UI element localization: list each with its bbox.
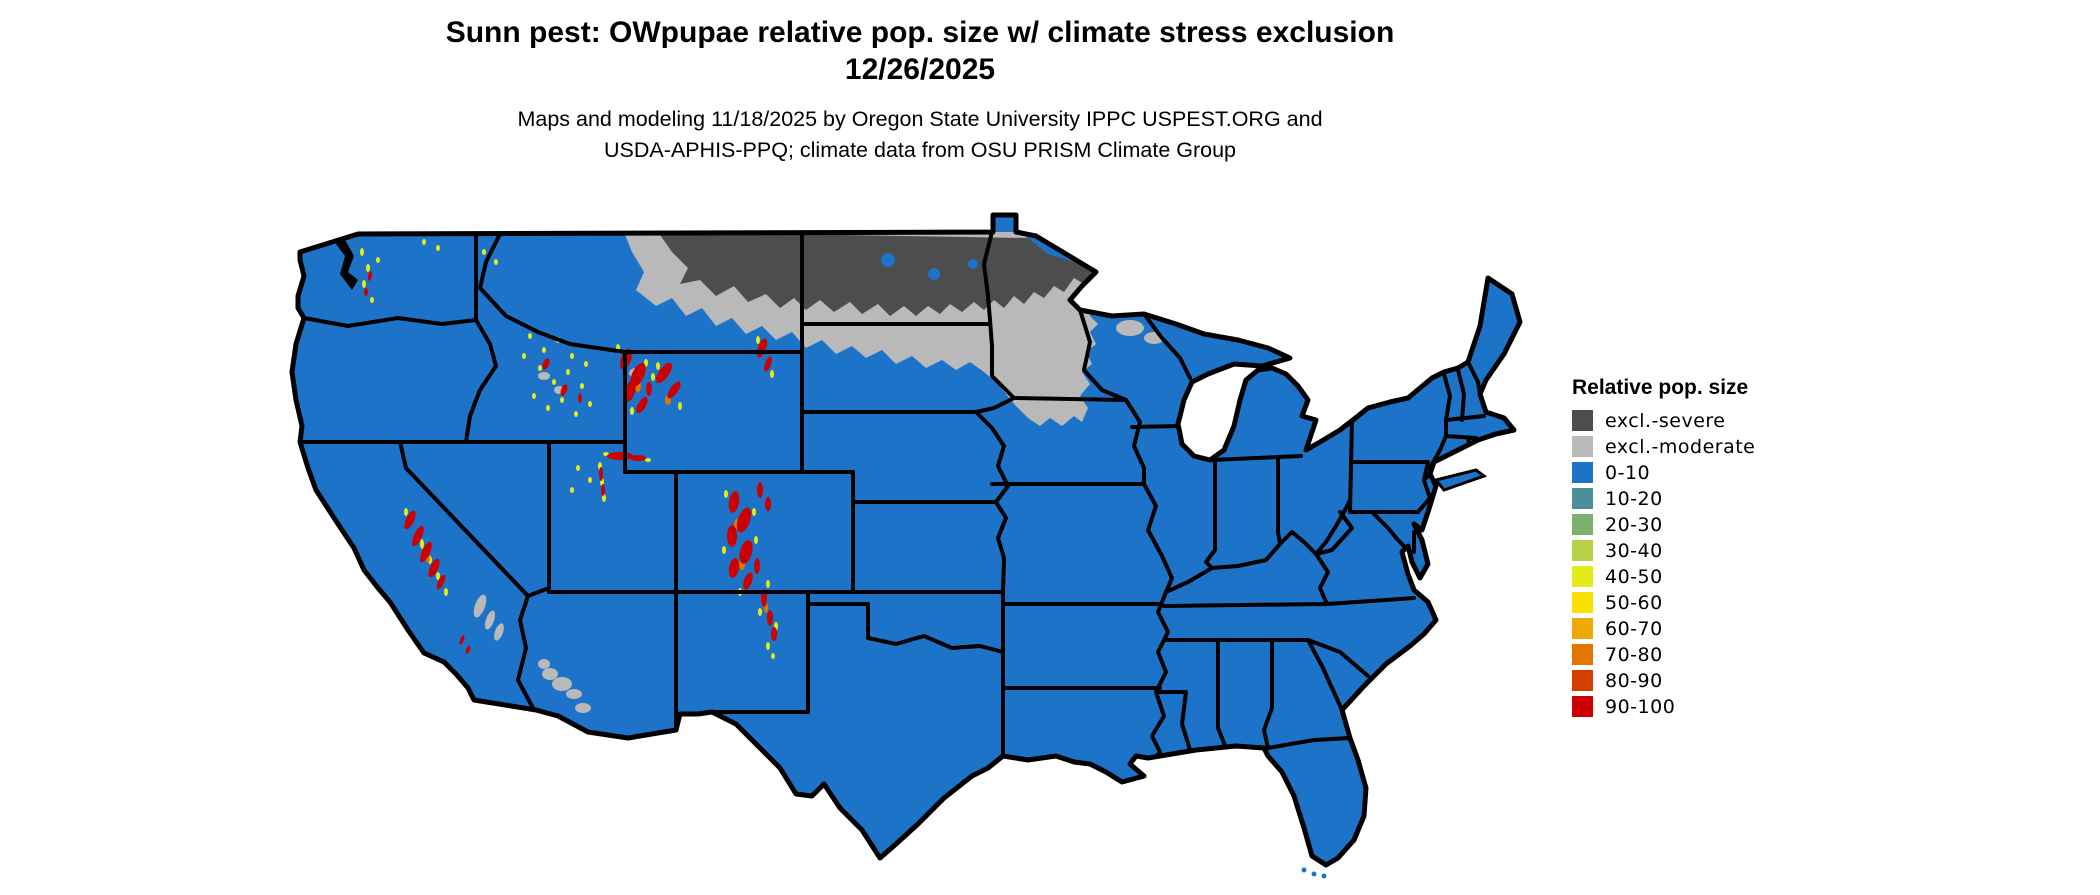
- map-subtitle: Maps and modeling 11/18/2025 by Oregon S…: [300, 104, 1540, 166]
- legend-swatch-20-30: [1572, 514, 1593, 535]
- map-title-line1: Sunn pest: OWpupae relative pop. size w/…: [445, 16, 1395, 49]
- legend-swatch-90-100: [1572, 696, 1593, 717]
- legend-swatch-0-10: [1572, 462, 1593, 483]
- us-map-container: [228, 168, 1548, 890]
- exclusion-moderate-patches: [473, 320, 1164, 713]
- legend-item: 0-10: [1572, 461, 1832, 484]
- legend-item: excl.-moderate: [1572, 435, 1832, 458]
- legend-item-label: 10-20: [1605, 487, 1663, 510]
- legend-item-label: 60-70: [1605, 617, 1663, 640]
- us-map: [228, 168, 1548, 879]
- legend-swatch-excl-moderate: [1572, 436, 1593, 457]
- header: Sunn pest: OWpupae relative pop. size w/…: [300, 14, 1540, 166]
- legend-item: excl.-severe: [1572, 409, 1832, 432]
- legend-swatch-50-60: [1572, 592, 1593, 613]
- legend-swatch-60-70: [1572, 618, 1593, 639]
- state-borders: [298, 230, 1486, 766]
- legend-swatch-30-40: [1572, 540, 1593, 561]
- map-subtitle-line2: USDA-APHIS-PPQ; climate data from OSU PR…: [603, 138, 1237, 162]
- florida-keys: [1301, 867, 1327, 879]
- legend-item: 30-40: [1572, 539, 1832, 562]
- legend-item-label: 40-50: [1605, 565, 1663, 588]
- legend-swatch-10-20: [1572, 488, 1593, 509]
- legend-item-label: 50-60: [1605, 591, 1663, 614]
- legend-item-label: 70-80: [1605, 643, 1663, 666]
- long-island: [1433, 468, 1488, 492]
- severe-region-holes: [881, 253, 978, 280]
- legend-item: 50-60: [1572, 591, 1832, 614]
- exclusion-severe-region: [658, 232, 1092, 316]
- legend-item-label: 0-10: [1605, 461, 1651, 484]
- map-subtitle-line1: Maps and modeling 11/18/2025 by Oregon S…: [517, 107, 1323, 131]
- map-title: Sunn pest: OWpupae relative pop. size w/…: [300, 14, 1540, 88]
- legend-item: 20-30: [1572, 513, 1832, 536]
- legend-item: 40-50: [1572, 565, 1832, 588]
- legend-item-label: 20-30: [1605, 513, 1663, 536]
- map-title-date: 12/26/2025: [844, 53, 996, 86]
- legend-item-label: excl.-moderate: [1605, 435, 1756, 458]
- legend-item: 90-100: [1572, 695, 1832, 718]
- puget-sound: [336, 238, 358, 290]
- legend-item: 60-70: [1572, 617, 1832, 640]
- legend-item-label: 80-90: [1605, 669, 1663, 692]
- legend-swatch-40-50: [1572, 566, 1593, 587]
- legend-title: Relative pop. size: [1572, 376, 1749, 399]
- legend-item: 80-90: [1572, 669, 1832, 692]
- legend: Relative pop. size excl.-severe excl.-mo…: [1572, 376, 1832, 722]
- legend-swatch-70-80: [1572, 644, 1593, 665]
- legend-item-label: 90-100: [1605, 695, 1676, 718]
- legend-item: 70-80: [1572, 643, 1832, 666]
- legend-swatch-80-90: [1572, 670, 1593, 691]
- legend-item-label: 30-40: [1605, 539, 1663, 562]
- legend-swatch-excl-severe: [1572, 410, 1593, 431]
- legend-item-label: excl.-severe: [1605, 409, 1726, 432]
- legend-item: 10-20: [1572, 487, 1832, 510]
